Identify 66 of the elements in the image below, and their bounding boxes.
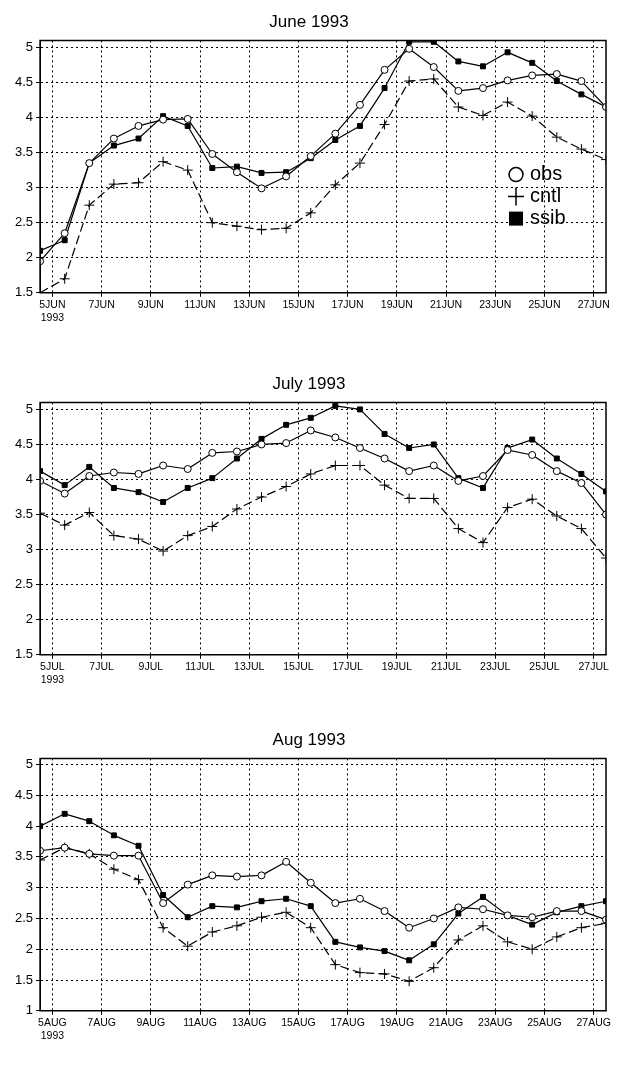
x-tick-label: 19JUN <box>380 297 413 310</box>
legend-label: obs <box>530 162 563 185</box>
y-tick-label: 4.5 <box>14 74 34 90</box>
y-tick-label: 3.5 <box>14 144 34 160</box>
y-tick-label: 3 <box>25 541 34 557</box>
x-tick-label: 5JUN 1993 <box>39 297 66 323</box>
x-tick-label: 27JUN <box>577 297 610 310</box>
y-tick-label: 2 <box>25 611 34 627</box>
y-tick-label: 2.5 <box>14 214 34 230</box>
x-tick-label: 21JUL <box>430 659 462 672</box>
x-tick-label: 9AUG <box>136 1015 166 1028</box>
x-tick-label: 5AUG 1993 <box>38 1015 67 1041</box>
x-tick-label: 15JUL <box>283 659 314 672</box>
y-tick-label: 5 <box>25 400 34 416</box>
y-tick-label: 4 <box>25 471 34 487</box>
x-tick-label: 25JUL <box>529 659 560 672</box>
x-tick-label: 13JUN <box>233 297 266 310</box>
x-tick-label: 23JUL <box>480 659 511 672</box>
x-tick-label: 27JUL <box>578 659 610 672</box>
y-tick-label: 3.5 <box>14 848 34 864</box>
x-tick-label: 11JUN <box>184 297 216 310</box>
chart-title: Aug 1993 <box>272 729 346 749</box>
y-tick-label: 1 <box>25 1002 34 1018</box>
y-tick-label: 3 <box>25 179 34 195</box>
x-tick-label: 25JUN <box>528 297 561 310</box>
y-tick-label: 4.5 <box>14 786 34 802</box>
x-tick-label: 15JUN <box>282 297 315 310</box>
x-tick-label: 17JUL <box>332 659 363 672</box>
x-tick-label: 23AUG <box>478 1015 513 1028</box>
y-tick-label: 4 <box>25 817 34 833</box>
x-tick-label: 25AUG <box>527 1015 562 1028</box>
legend-label: cntl <box>530 184 562 207</box>
y-tick-label: 4.5 <box>14 436 34 452</box>
y-tick-label: 5 <box>25 38 34 54</box>
x-tick-label: 7AUG <box>87 1015 116 1028</box>
x-tick-label: 15AUG <box>281 1015 316 1028</box>
chart-title: June 1993 <box>269 11 349 31</box>
x-tick-label: 17JUN <box>331 297 364 310</box>
x-tick-label: 7JUN <box>88 297 115 310</box>
y-tick-label: 3 <box>25 879 34 895</box>
chart-title: July 1993 <box>272 373 346 393</box>
x-tick-label: 11JUL <box>185 659 215 672</box>
y-tick-label: 1.5 <box>14 284 34 300</box>
y-tick-label: 1.5 <box>14 971 34 987</box>
y-tick-label: 2 <box>25 249 34 265</box>
y-tick-label: 2.5 <box>14 576 34 592</box>
x-tick-label: 19JUL <box>381 659 413 672</box>
y-tick-label: 5 <box>25 756 34 772</box>
x-tick-label: 9JUL <box>138 659 164 672</box>
x-tick-label: 27AUG <box>576 1015 611 1028</box>
x-tick-label: 17AUG <box>330 1015 365 1028</box>
y-tick-label: 4 <box>25 109 34 125</box>
x-tick-label: 7JUL <box>89 659 114 672</box>
x-tick-label: 23JUN <box>479 297 512 310</box>
x-tick-label: 11AUG <box>183 1015 217 1028</box>
y-tick-label: 3.5 <box>14 506 34 522</box>
y-tick-label: 2.5 <box>14 910 34 926</box>
x-tick-label: 21JUN <box>430 297 463 310</box>
y-tick-label: 1.5 <box>14 646 34 662</box>
x-tick-label: 13JUL <box>234 659 265 672</box>
x-tick-label: 21AUG <box>428 1015 464 1028</box>
x-tick-label: 19AUG <box>379 1015 415 1028</box>
x-tick-label: 5JUL 1993 <box>40 659 65 685</box>
x-tick-label: 13AUG <box>232 1015 267 1028</box>
y-tick-label: 2 <box>25 940 34 956</box>
x-tick-label: 9JUN <box>137 297 164 310</box>
